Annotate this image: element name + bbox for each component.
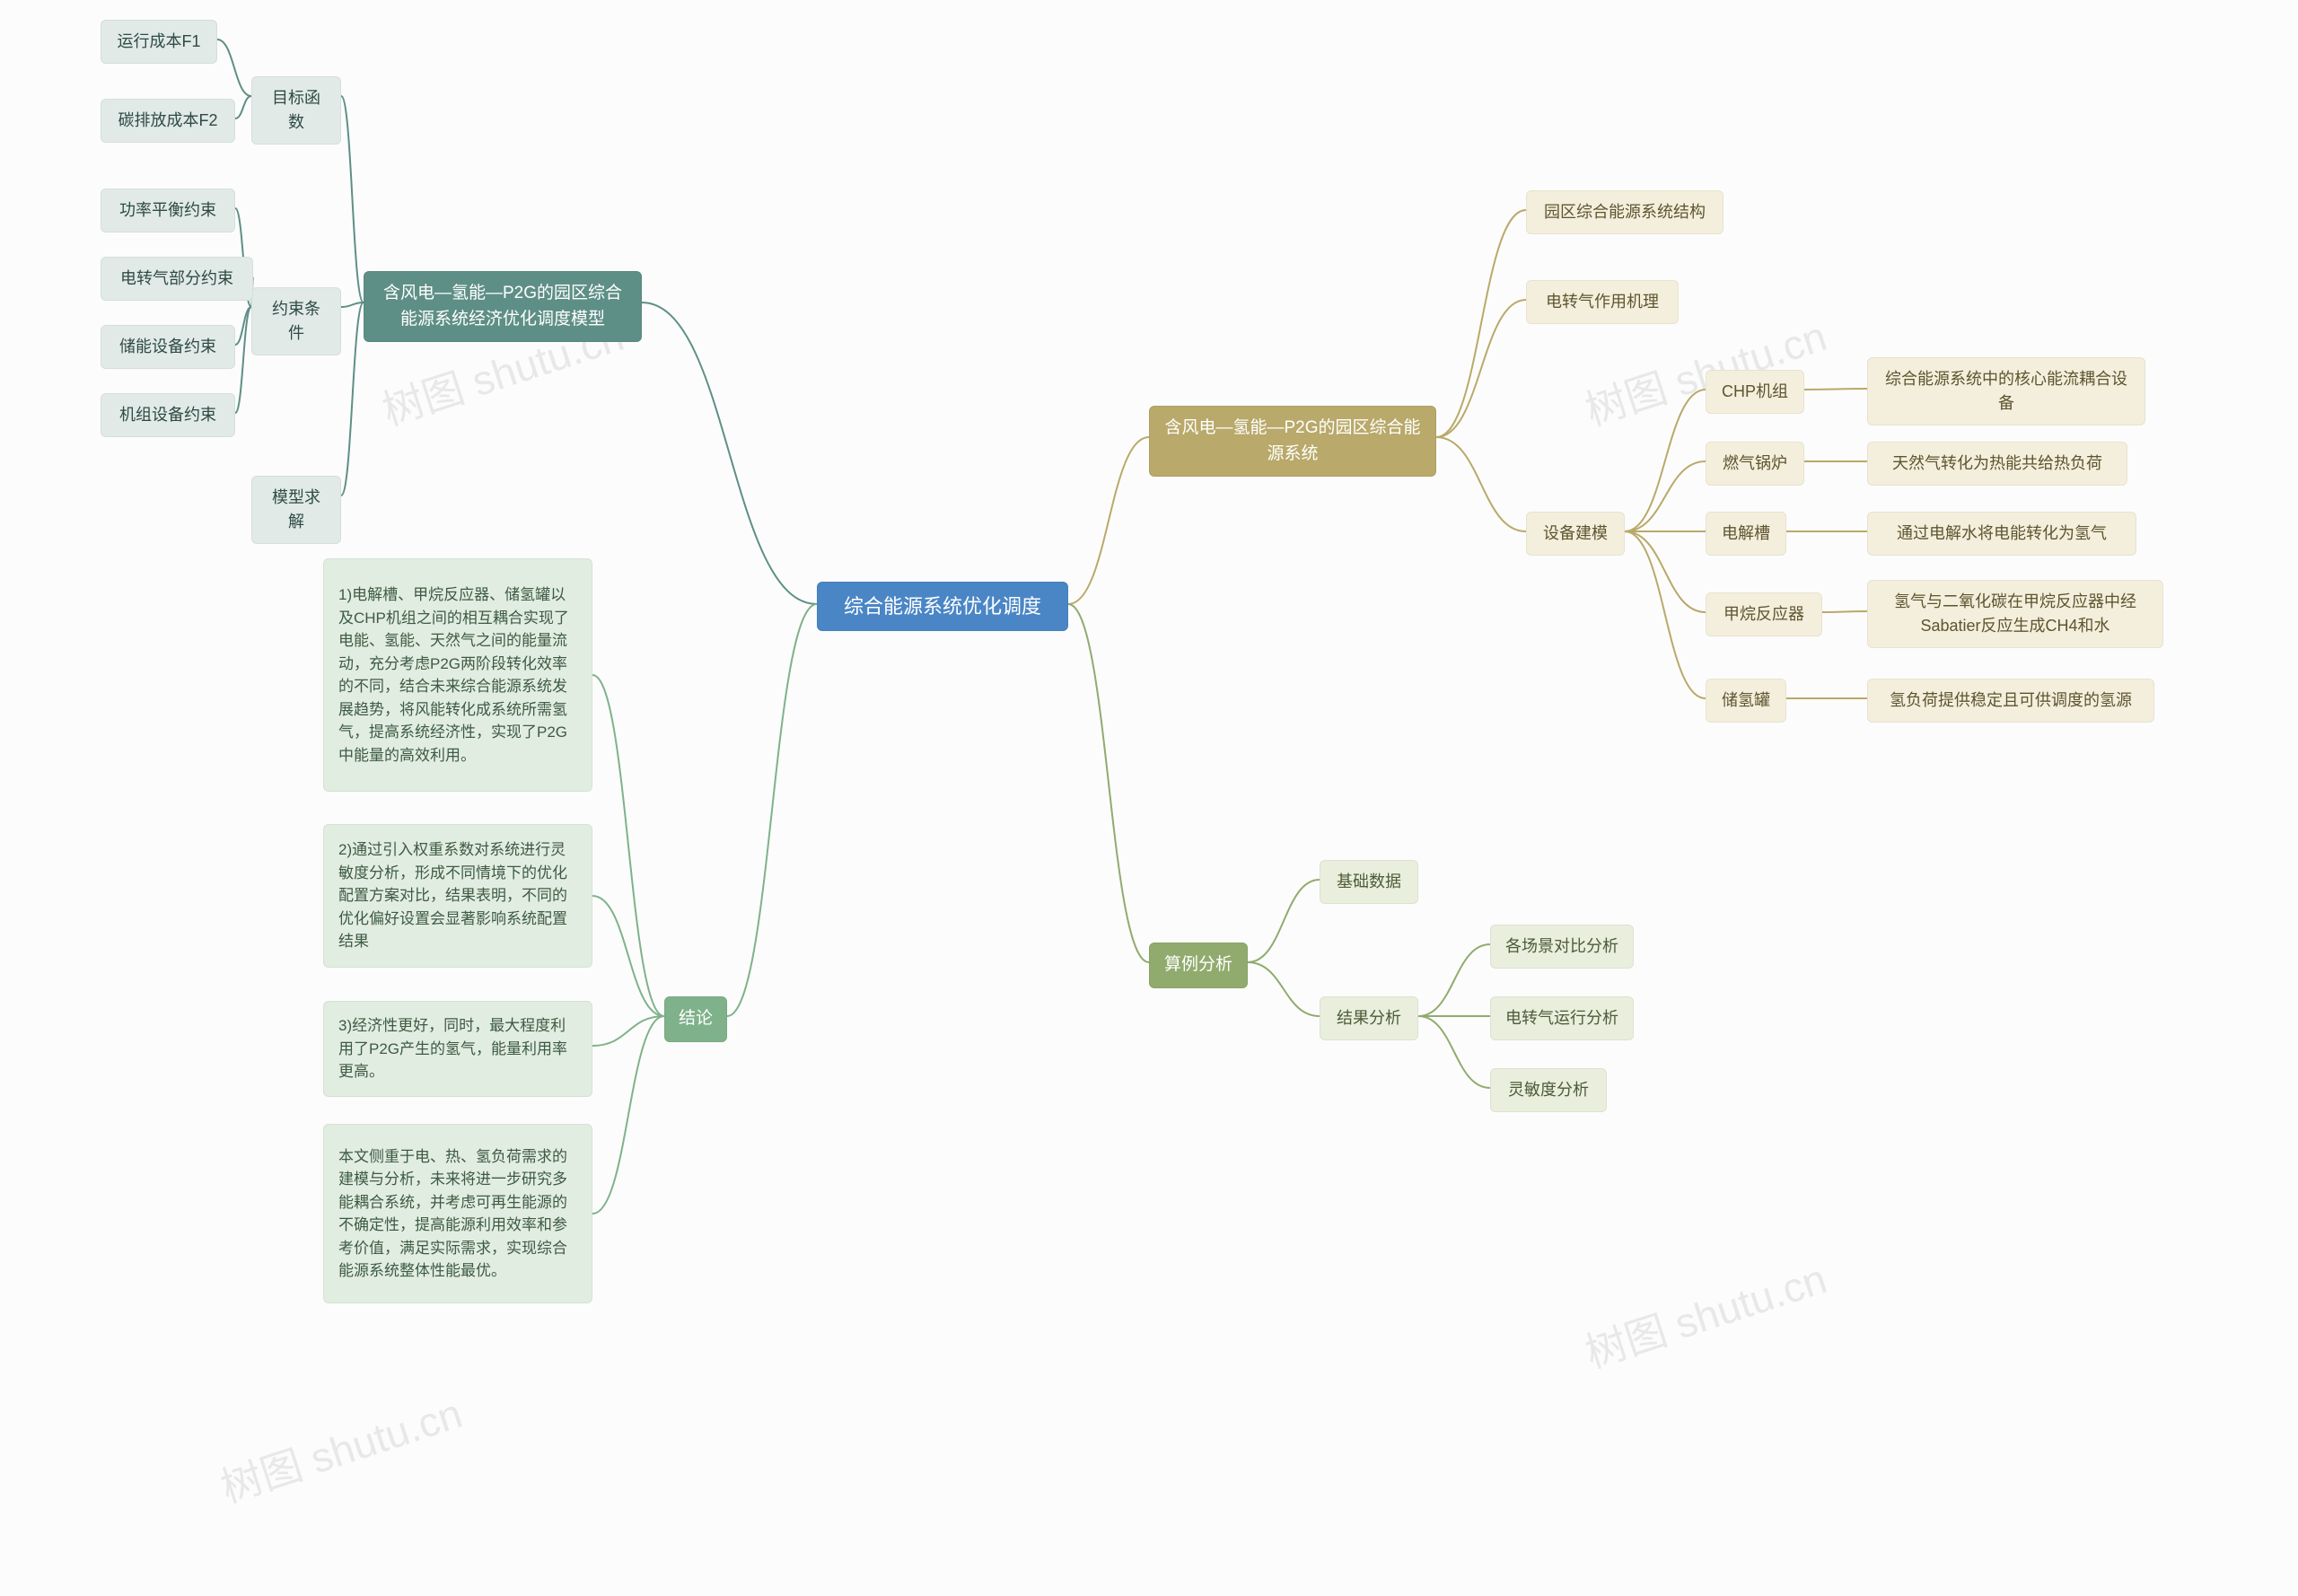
branch-case-study: 算例分析: [1149, 943, 1248, 988]
connector: [727, 604, 817, 1016]
branch-opt-model: 含风电—氢能—P2G的园区综合能源系统经济优化调度模型: [364, 271, 642, 342]
node-methanation-detail: 氢气与二氧化碳在甲烷反应器中经Sabatier反应生成CH4和水: [1867, 580, 2163, 648]
node-structure: 园区综合能源系统结构: [1526, 190, 1724, 234]
node-chp: CHP机组: [1706, 370, 1804, 414]
connector: [1418, 944, 1490, 1016]
connector: [341, 303, 364, 495]
connector: [341, 96, 364, 303]
connector: [1822, 611, 1867, 612]
node-boiler: 燃气锅炉: [1706, 442, 1804, 486]
node-electrolyzer-detail: 通过电解水将电能转化为氢气: [1867, 512, 2136, 556]
conclusion-1: 1)电解槽、甲烷反应器、储氢罐以及CHP机组之间的相互耦合实现了电能、氢能、天然…: [323, 558, 592, 792]
node-base-data: 基础数据: [1320, 860, 1418, 904]
node-hydrogen-tank: 储氢罐: [1706, 679, 1786, 723]
connector: [235, 307, 251, 345]
connector: [217, 39, 251, 96]
node-methanation: 甲烷反应器: [1706, 592, 1822, 636]
node-result-analysis: 结果分析: [1320, 996, 1418, 1040]
node-sensitivity: 灵敏度分析: [1490, 1068, 1607, 1112]
watermark: 树图 shutu.cn: [213, 1381, 469, 1515]
conclusion-2: 2)通过引入权重系数对系统进行灵敏度分析，形成不同情境下的优化配置方案对比，结果…: [323, 824, 592, 968]
node-constraint-2: 电转气部分约束: [101, 257, 253, 301]
node-f2: 碳排放成本F2: [101, 99, 235, 143]
connector: [1804, 389, 1867, 390]
node-constraint-3: 储能设备约束: [101, 325, 235, 369]
connector: [235, 307, 251, 413]
connector: [592, 1016, 664, 1214]
watermark: 树图 shutu.cn: [1577, 1247, 1833, 1381]
node-p2g-operation: 电转气运行分析: [1490, 996, 1634, 1040]
node-constraint-1: 功率平衡约束: [101, 189, 235, 232]
connector: [1436, 437, 1526, 531]
connector: [1436, 210, 1526, 437]
branch-system: 含风电—氢能—P2G的园区综合能源系统: [1149, 406, 1436, 477]
conclusion-3: 3)经济性更好，同时，最大程度利用了P2G产生的氢气，能量利用率更高。: [323, 1001, 592, 1097]
branch-conclusion: 结论: [664, 996, 727, 1042]
connector: [1625, 531, 1706, 612]
node-chp-detail: 综合能源系统中的核心能流耦合设备: [1867, 357, 2145, 425]
connector: [1068, 437, 1149, 604]
connector: [1418, 1016, 1490, 1088]
connector: [1625, 390, 1706, 531]
connector: [642, 303, 817, 604]
node-scenario-compare: 各场景对比分析: [1490, 925, 1634, 969]
node-f1: 运行成本F1: [101, 20, 217, 64]
connector: [1068, 604, 1149, 962]
connector: [1625, 461, 1706, 531]
node-constraint-4: 机组设备约束: [101, 393, 235, 437]
node-constraints: 约束条件: [251, 287, 341, 355]
node-objective: 目标函数: [251, 76, 341, 145]
node-hydrogen-tank-detail: 氢负荷提供稳定且可供调度的氢源: [1867, 679, 2154, 723]
connector: [1625, 531, 1706, 698]
connector: [592, 896, 664, 1016]
node-boiler-detail: 天然气转化为热能共给热负荷: [1867, 442, 2127, 486]
connector: [1248, 880, 1320, 962]
connector: [235, 96, 251, 118]
connector: [1436, 300, 1526, 437]
connector: [592, 675, 664, 1016]
connector: [592, 1016, 664, 1046]
node-solve: 模型求解: [251, 476, 341, 544]
connector-layer: [0, 0, 2298, 1596]
conclusion-4: 本文侧重于电、热、氢负荷需求的建模与分析，未来将进一步研究多能耦合系统，并考虑可…: [323, 1124, 592, 1303]
node-electrolyzer: 电解槽: [1706, 512, 1786, 556]
node-device-model: 设备建模: [1526, 512, 1625, 556]
root-node: 综合能源系统优化调度: [817, 582, 1068, 631]
connector: [341, 303, 364, 307]
node-p2g-mechanism: 电转气作用机理: [1526, 280, 1679, 324]
mindmap-canvas: 树图 shutu.cn 树图 shutu.cn 树图 shutu.cn 树图 s…: [0, 0, 2298, 1596]
connector: [1248, 962, 1320, 1016]
